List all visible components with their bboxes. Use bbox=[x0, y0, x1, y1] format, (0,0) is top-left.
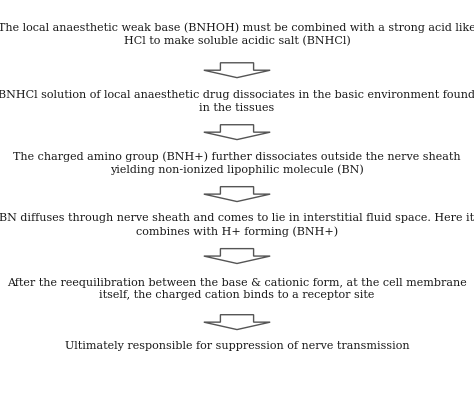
Text: BNHCl solution of local anaesthetic drug dissociates in the basic environment fo: BNHCl solution of local anaesthetic drug… bbox=[0, 90, 474, 113]
Polygon shape bbox=[204, 187, 270, 202]
Text: Ultimately responsible for suppression of nerve transmission: Ultimately responsible for suppression o… bbox=[64, 341, 410, 351]
Polygon shape bbox=[204, 125, 270, 140]
Text: After the reequilibration between the base & cationic form, at the cell membrane: After the reequilibration between the ba… bbox=[7, 278, 467, 301]
Polygon shape bbox=[204, 249, 270, 263]
Polygon shape bbox=[204, 63, 270, 78]
Text: The local anaesthetic weak base (BNHOH) must be combined with a strong acid like: The local anaesthetic weak base (BNHOH) … bbox=[0, 22, 474, 46]
Polygon shape bbox=[204, 315, 270, 330]
Text: The charged amino group (BNH+) further dissociates outside the nerve sheath
yiel: The charged amino group (BNH+) further d… bbox=[13, 151, 461, 175]
Text: BN diffuses through nerve sheath and comes to lie in interstitial fluid space. H: BN diffuses through nerve sheath and com… bbox=[0, 213, 474, 237]
